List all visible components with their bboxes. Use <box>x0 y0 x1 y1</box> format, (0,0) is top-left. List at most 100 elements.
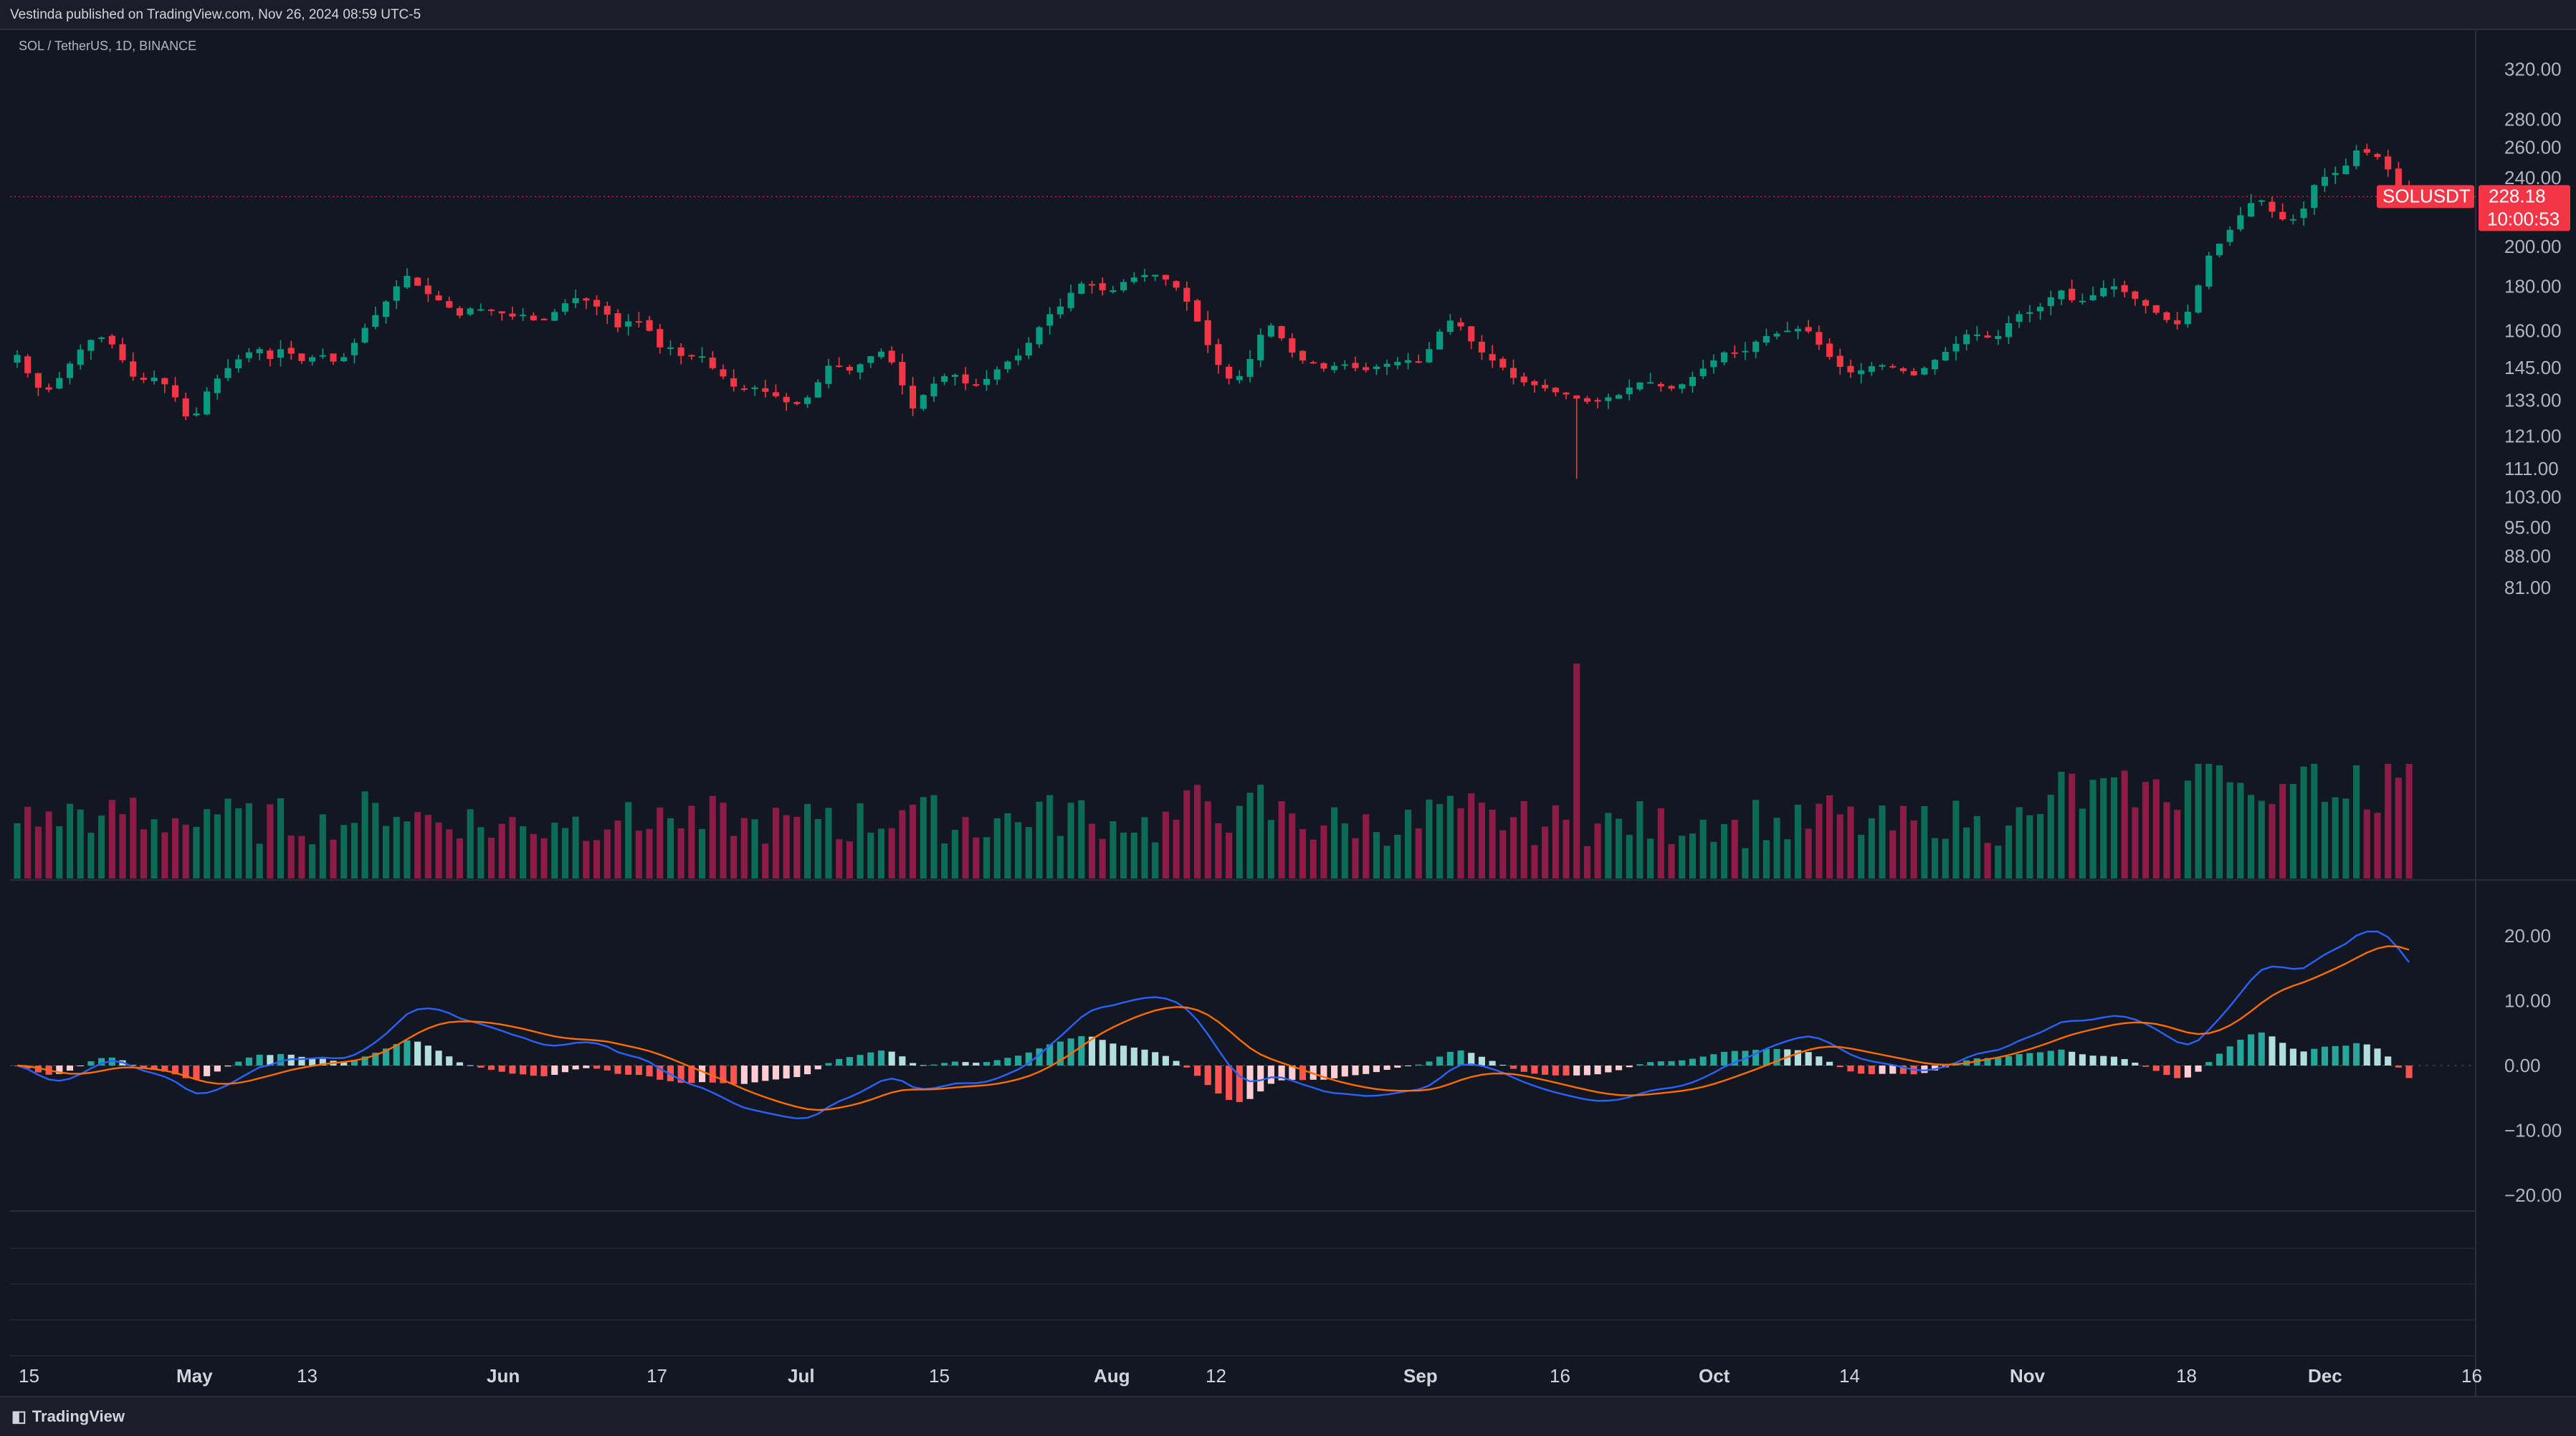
candle-body <box>1594 400 1601 402</box>
macd-histogram-bar <box>309 1058 316 1066</box>
volume-bar <box>983 837 991 879</box>
volume-bar <box>1215 823 1222 879</box>
volume-bar <box>1299 828 1307 879</box>
candle-body <box>930 383 938 397</box>
volume-bar <box>119 814 126 879</box>
candle-body <box>1015 355 1022 360</box>
macd-histogram-bar <box>698 1066 706 1083</box>
chart-area[interactable]: 320.00 280.00 260.00 240.00 200.00 180.00 160.… <box>10 29 2576 1396</box>
volume-bar <box>2374 813 2381 879</box>
day-tick-label: 16 <box>2461 1365 2482 1387</box>
macd-histogram-bar <box>2353 1043 2360 1066</box>
macd-histogram-bar <box>920 1065 927 1066</box>
macd-histogram-bar <box>783 1066 790 1079</box>
price-tick-label: 160.00 <box>2504 320 2562 341</box>
candle-body <box>1036 327 1043 345</box>
volume-bar <box>2205 764 2213 879</box>
macd-histogram-bar <box>625 1066 632 1075</box>
candle-body <box>1552 388 1559 393</box>
candle-body <box>56 378 63 389</box>
macd-histogram-bar <box>2363 1044 2370 1066</box>
volume-bar <box>309 844 316 879</box>
volume-bar <box>2163 802 2170 879</box>
candle-body <box>888 350 895 363</box>
candle-body <box>1615 395 1623 399</box>
candle-body <box>657 329 664 348</box>
candle-body <box>1499 358 1507 368</box>
tradingview-logo[interactable]: ◧ TradingView <box>11 1407 125 1426</box>
macd-histogram-bar <box>2016 1054 2023 1066</box>
price-chart[interactable]: 320.00280.00260.00240.00200.00180.00160.… <box>10 29 2576 1396</box>
candle-body <box>1816 332 1823 345</box>
macd-histogram-bar <box>646 1066 653 1077</box>
candle-body <box>1573 395 1580 399</box>
volume-bar <box>2142 782 2150 879</box>
volume-bar <box>2405 764 2413 879</box>
candle-body <box>2300 209 2307 219</box>
price-tick-label: 133.00 <box>2504 390 2562 411</box>
macd-histogram-bar <box>1446 1051 1454 1066</box>
candle-body <box>256 349 263 353</box>
macd-histogram-bar <box>1636 1064 1644 1066</box>
candle-body <box>372 315 379 327</box>
volume-bar <box>1531 845 1538 879</box>
volume-bar <box>140 829 147 879</box>
candle-body <box>1973 334 1980 336</box>
symbol-tag-box <box>2377 185 2474 209</box>
macd-histogram-bar <box>319 1058 326 1066</box>
macd-histogram-bar <box>1805 1052 1812 1066</box>
candle-body <box>1910 370 1917 375</box>
volume-bar <box>857 803 864 879</box>
candle-body <box>77 349 84 365</box>
volume-bar <box>2089 780 2096 879</box>
macd-histogram-bar <box>1542 1066 1549 1075</box>
volume-bar <box>1478 803 1485 879</box>
price-tick-label: 320.00 <box>2504 58 2562 80</box>
volume-bar <box>1520 801 1527 879</box>
candle-body <box>772 392 780 396</box>
candle-body <box>267 350 274 360</box>
candle-body <box>2163 312 2170 320</box>
volume-bar <box>783 815 790 879</box>
candle-body <box>2258 200 2265 202</box>
candle-body <box>2248 203 2255 217</box>
candle-body <box>1067 292 1074 308</box>
macd-histogram-bar <box>804 1066 811 1075</box>
macd-histogram-bar <box>583 1066 590 1068</box>
volume-bar <box>1352 838 1359 879</box>
candle-body <box>1204 320 1211 345</box>
volume-bar <box>993 818 1001 879</box>
price-tick-label: 111.00 <box>2504 458 2559 479</box>
macd-tick-label: −20.00 <box>2504 1184 2562 1206</box>
macd-histogram-bar <box>2110 1056 2118 1066</box>
volume-bar <box>1489 809 1496 879</box>
candle-body <box>1468 326 1475 342</box>
candle-body <box>424 285 431 295</box>
macd-histogram-bar <box>2079 1054 2086 1066</box>
candle-body <box>298 353 305 361</box>
macd-histogram-bar <box>2205 1061 2213 1066</box>
volume-bar <box>1446 795 1454 879</box>
macd-tick-label: −10.00 <box>2504 1120 2562 1141</box>
macd-histogram-bar <box>941 1063 948 1066</box>
day-tick-label: 18 <box>2176 1365 2197 1387</box>
day-tick-label: 13 <box>297 1365 318 1387</box>
candle-body <box>1394 361 1401 365</box>
candle-body <box>1383 363 1390 367</box>
volume-bar <box>2069 773 2076 879</box>
macd-histogram-bar <box>1436 1056 1444 1066</box>
volume-bar <box>1605 813 1612 879</box>
volume-bar <box>1657 808 1664 879</box>
macd-histogram-bar <box>1278 1066 1285 1081</box>
candle-body <box>1278 326 1285 339</box>
candle-body <box>846 366 853 371</box>
volume-bar <box>1088 823 1096 879</box>
macd-histogram-bar <box>1899 1066 1907 1074</box>
candle-body <box>119 344 126 360</box>
volume-bar <box>2215 765 2223 879</box>
candle-body <box>1531 381 1538 386</box>
candle-body <box>456 308 463 316</box>
candle-body <box>161 378 168 385</box>
candle-body <box>2374 153 2381 158</box>
macd-histogram-bar <box>2195 1066 2202 1072</box>
